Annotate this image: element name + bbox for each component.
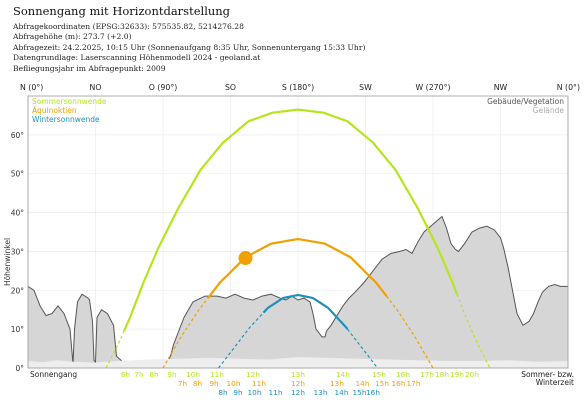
series-dashed-set <box>456 293 491 369</box>
info-time: Abfragezeit: 24.2.2025, 10:15 Uhr (Sonne… <box>13 42 366 52</box>
series-dashed-rise <box>162 297 209 369</box>
terrain-layer <box>27 215 568 368</box>
hour-label-equinox: 11h <box>252 379 266 388</box>
hour-label-equinox: 16h <box>392 379 406 388</box>
series-dashed-rise <box>105 330 125 369</box>
direction-tick-label: NW <box>494 83 508 92</box>
series-dashed-rise <box>218 312 264 369</box>
hour-label-winter: 8h <box>218 388 227 397</box>
hour-label-summer: 18h <box>435 370 449 379</box>
direction-tick-label: N (0°) <box>557 83 580 92</box>
page-title: Sonnengang mit Horizontdarstellung <box>13 4 231 18</box>
hour-label-summer: 15h <box>372 370 386 379</box>
hour-label-winter: 16h <box>366 388 380 397</box>
legend-entry: Gelände <box>533 106 565 115</box>
direction-tick-label: SO <box>225 83 236 92</box>
legend-entry: Sommersonnwende <box>32 97 107 106</box>
axes: 0° 10° 20° 30° 40° 50° 60° N (0°) NO O (90°) SO S (… <box>3 83 580 373</box>
y-tick-label: 50° <box>11 170 25 179</box>
terrain-area <box>28 216 568 368</box>
direction-tick-label: O (90°) <box>149 83 178 92</box>
y-tick-label: 30° <box>11 247 25 256</box>
series-dashed-set <box>347 328 378 369</box>
hour-label-summer: 13h <box>291 370 305 379</box>
direction-tick-label: SW <box>359 83 372 92</box>
y-tick-label: 20° <box>11 286 25 295</box>
hour-label-equinox: 13h <box>330 379 344 388</box>
hour-labels: 6h 7h 8h 9h 10h 11h 12h 13h 14h 15h 16h 17h 18h 19h 20… <box>30 370 574 397</box>
hour-label-summer: 11h <box>210 370 224 379</box>
y-tick-label: 10° <box>11 325 25 334</box>
info-flight-year: Befliegungsjahr im Abfragepunkt: 2009 <box>13 63 166 73</box>
hour-label-winter: 11h <box>269 388 283 397</box>
hour-label-equinox: 7h <box>178 379 187 388</box>
sun-marker <box>238 251 253 266</box>
hour-label-winter: 15h <box>353 388 367 397</box>
hour-label-summer: 8h <box>149 370 158 379</box>
hour-label-summer: 10h <box>186 370 200 379</box>
sun-path-series <box>105 108 491 369</box>
info-coordinates: Abfragekoordinaten (EPSG:32633): 575535.… <box>13 22 244 31</box>
direction-tick-label: N (0°) <box>20 83 43 92</box>
hour-label-summer: 7h <box>134 370 143 379</box>
legend-entry: Wintersonnwende <box>32 115 100 124</box>
y-tick-label: 40° <box>11 209 25 218</box>
hour-label-winter: 13h <box>314 388 328 397</box>
terrain-outline <box>27 215 568 365</box>
hour-label-equinox: 14h <box>356 379 370 388</box>
series-dashed-set <box>386 295 434 369</box>
hour-label-summer: 16h <box>396 370 410 379</box>
header: Sonnengang mit Horizontdarstellung Abfra… <box>13 4 573 74</box>
hour-label-summer: 9h <box>167 370 176 379</box>
hour-label-equinox: 17h <box>407 379 421 388</box>
series-line <box>207 237 388 299</box>
hour-label-equinox: 9h <box>209 379 218 388</box>
direction-tick-label: W (270°) <box>415 83 450 92</box>
hour-label-summer: 19h <box>450 370 464 379</box>
direction-tick-label: NO <box>90 83 102 92</box>
hour-label-summer: 12h <box>246 370 260 379</box>
bottom-right-label: Sommer- bzw. <box>521 370 574 379</box>
plot-frame <box>27 95 569 369</box>
hour-label-equinox: 10h <box>227 379 241 388</box>
bottom-right-label: Winterzeit <box>536 378 574 387</box>
hour-label-summer: 20h <box>465 370 479 379</box>
series-line <box>262 293 349 330</box>
info-height: Abfragehöhe (m): 273.7 (+2.0) <box>13 32 132 42</box>
hour-label-equinox: 15h <box>375 379 389 388</box>
hour-label-equinox: 8h <box>193 379 202 388</box>
y-axis-title: Höhenwinkel <box>3 238 12 286</box>
legend-entry: Äquinoktien <box>32 106 77 115</box>
legend: SommersonnwendeÄquinoktienWintersonnwend… <box>32 97 564 124</box>
hour-label-winter: 12h <box>291 388 305 397</box>
building-vegetation-band <box>28 357 568 368</box>
hour-label-summer: 6h <box>121 370 130 379</box>
legend-entry: Gebäude/Vegetation <box>487 97 564 106</box>
direction-tick-label: S (180°) <box>282 83 314 92</box>
hour-label-winter: 14h <box>335 388 349 397</box>
hour-label-winter: 10h <box>248 388 262 397</box>
hour-label-equinox: 12h <box>291 379 305 388</box>
hour-label-summer: 17h <box>420 370 434 379</box>
bottom-left-label: Sonnengang <box>30 370 77 379</box>
hour-label-winter: 9h <box>233 388 242 397</box>
info-datasource: Datengrundlage: Laserscanning Höhenmodel… <box>13 53 261 63</box>
y-tick-label: 60° <box>11 131 25 140</box>
y-tick-label: 0° <box>15 364 24 373</box>
series-line <box>122 108 459 332</box>
hour-label-summer: 14h <box>336 370 350 379</box>
